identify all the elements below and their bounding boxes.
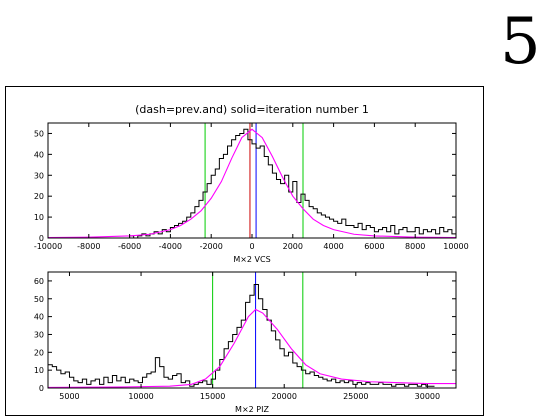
y-tick-label: 0 — [39, 234, 44, 243]
histogram-series — [47, 283, 435, 388]
histogram-charts: (dash=prev.and) solid=iteration number 1… — [34, 103, 469, 414]
chart-1: (dash=prev.and) solid=iteration number 1… — [34, 103, 469, 264]
page-number: 5 — [500, 5, 541, 79]
x-tick-label: -2000 — [200, 242, 223, 251]
x-tick-label: 10000 — [443, 242, 468, 251]
x-tick-label: 0 — [249, 242, 254, 251]
y-tick-label: 10 — [34, 366, 44, 375]
x-tick-label: 30000 — [415, 392, 440, 401]
y-tick-label: 30 — [34, 171, 44, 180]
axes-box — [47, 271, 457, 389]
y-tick-label: 30 — [34, 330, 44, 339]
x-tick-label: 5000 — [59, 392, 79, 401]
x-tick-label: 25000 — [343, 392, 368, 401]
x-tick-label: 4000 — [323, 242, 343, 251]
x-tick-label: 20000 — [271, 392, 296, 401]
x-tick-label: 8000 — [405, 242, 425, 251]
x-tick-label: -10000 — [34, 242, 62, 251]
x-tick-label: 15000 — [200, 392, 225, 401]
x-tick-label: 2000 — [283, 242, 303, 251]
y-tick-label: 50 — [34, 129, 44, 138]
plot-frame: (dash=prev.and) solid=iteration number 1… — [5, 86, 484, 416]
y-tick-label: 20 — [34, 192, 44, 201]
y-tick-label: 20 — [34, 348, 44, 357]
x-tick-label: -6000 — [118, 242, 141, 251]
x-axis-title: M×2 PIZ — [235, 405, 269, 414]
x-tick-label: 10000 — [128, 392, 153, 401]
fit-series — [47, 308, 456, 389]
y-tick-label: 50 — [34, 295, 44, 304]
chart-2: 5000 10000 15000 20000 25000 30000 0 10 20 30 40 50… — [34, 271, 457, 414]
x-tick-label: 6000 — [364, 242, 384, 251]
x-axis-title: M×2 VCS — [233, 255, 270, 264]
y-tick-label: 40 — [34, 150, 44, 159]
y-tick-label: 60 — [34, 277, 44, 286]
y-tick-label: 0 — [39, 384, 44, 393]
fit-series — [47, 128, 457, 239]
chart-title: (dash=prev.and) solid=iteration number 1 — [135, 103, 369, 116]
x-tick-label: -4000 — [159, 242, 182, 251]
y-tick-label: 40 — [34, 313, 44, 322]
histogram-series — [48, 128, 456, 239]
x-tick-label: -8000 — [77, 242, 100, 251]
y-tick-label: 10 — [34, 213, 44, 222]
